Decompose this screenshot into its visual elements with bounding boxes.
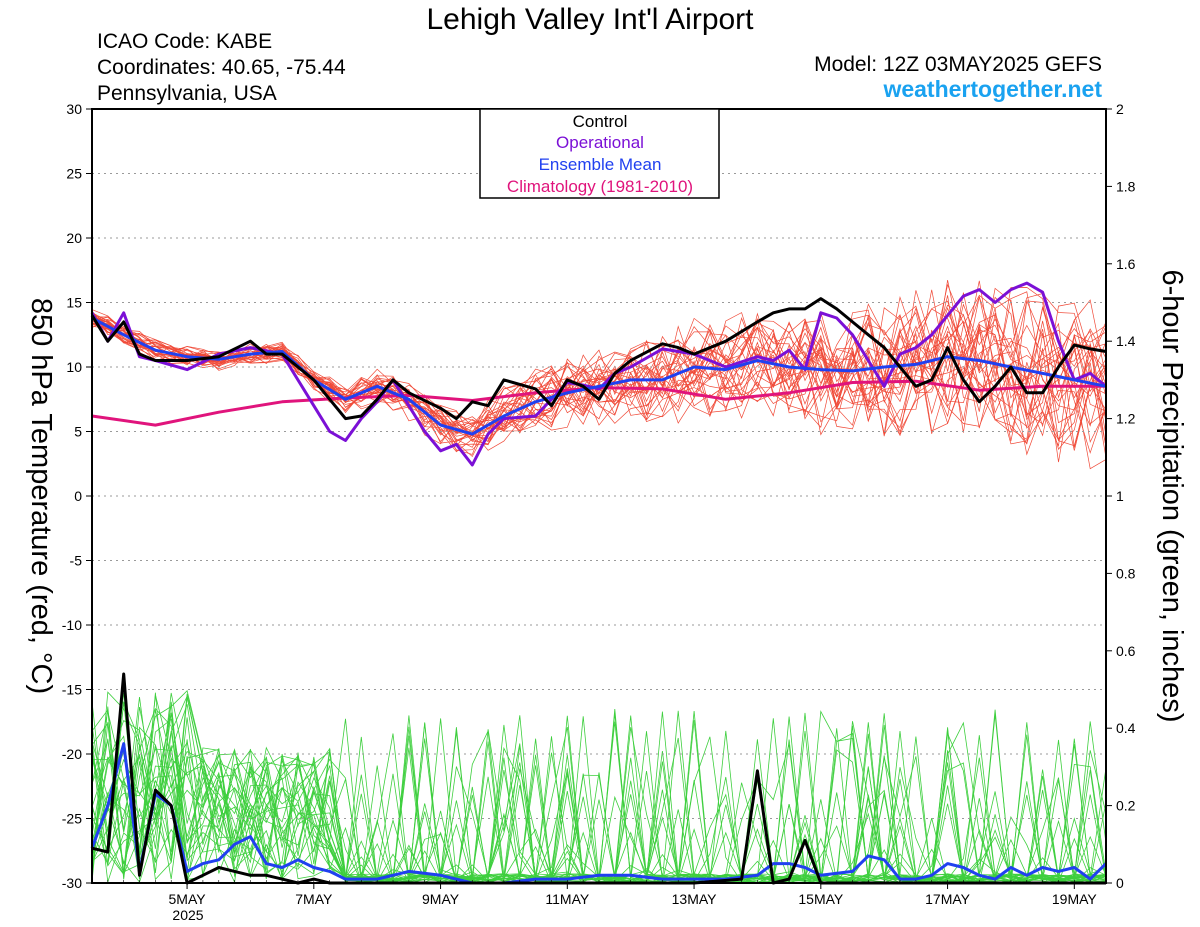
icao-code: ICAO Code: KABE: [97, 30, 272, 53]
legend-box: [479, 108, 720, 199]
y2-tick-label: 2: [1116, 101, 1124, 117]
temp-member-line: [91, 309, 1107, 445]
x-year-label: 2025: [172, 907, 203, 923]
y2-tick-label: 0.2: [1116, 798, 1136, 814]
x-tick-label: 13MAY: [672, 891, 718, 907]
legend-control: Control: [573, 112, 628, 131]
y-tick-label: -10: [62, 617, 82, 633]
x-tick-label: 9MAY: [422, 891, 460, 907]
coordinates: Coordinates: 40.65, -75.44: [97, 56, 346, 79]
x-tick-label: 17MAY: [925, 891, 971, 907]
y-tick-label: -30: [62, 875, 82, 891]
website-link[interactable]: weathertogether.net: [882, 76, 1102, 102]
y-tick-label: -5: [70, 553, 83, 569]
precip-member-line: [91, 693, 1107, 883]
temp-member-line: [91, 299, 1107, 451]
model-run: Model: 12Z 03MAY2025 GEFS: [814, 53, 1102, 76]
x-tick-label: 5MAY: [169, 891, 207, 907]
legend-ensemble-mean: Ensemble Mean: [539, 155, 662, 174]
ensemble-mean-precip-line: [90, 742, 1108, 885]
operational-temp-line: [90, 281, 1107, 467]
control-temp-line: [90, 297, 1107, 421]
y2-tick-label: 0.4: [1116, 720, 1136, 736]
x-tick-label: 7MAY: [295, 891, 333, 907]
y2-tick-label: 0: [1116, 875, 1124, 891]
temp-member-line: [91, 291, 1107, 436]
y2-axis-label: 6-hour Precipitation (green, inches): [1156, 270, 1188, 723]
legend-operational: Operational: [556, 133, 644, 152]
x-tick-label: 15MAY: [798, 891, 844, 907]
y2-tick-label: 1.4: [1116, 333, 1136, 349]
region: Pennsylvania, USA: [97, 82, 277, 105]
axes: -30 -25 -20 -15 -10 -5 0 5 10 15 20 25 30 0 0.2 0.4 0.6 0…: [62, 101, 1136, 907]
y2-tick-label: 0.6: [1116, 643, 1136, 659]
y2-tick-label: 0.8: [1116, 565, 1136, 581]
grid: [92, 173, 1106, 819]
y-tick-label: 10: [66, 359, 82, 375]
legend-climatology: Climatology (1981-2010): [507, 177, 693, 196]
x-tick-label: 11MAY: [545, 891, 589, 907]
y-axis-label: 850 hPa Temperature (red, °C): [25, 298, 57, 694]
y-tick-label: -20: [62, 746, 82, 762]
y-tick-label: 25: [66, 166, 82, 182]
chart-title: Lehigh Valley Int'l Airport: [426, 3, 754, 36]
y2-tick-label: 1.6: [1116, 256, 1136, 272]
ensemble-mean-temp-line: [91, 316, 1107, 436]
y-tick-label: 5: [74, 424, 82, 440]
temp-member-line: [91, 313, 1107, 451]
y-tick-label: 15: [66, 295, 82, 311]
member-lines: [91, 280, 1107, 885]
y-tick-label: -15: [62, 682, 82, 698]
legend: Control Operational Ensemble Mean Climat…: [479, 108, 720, 199]
y2-tick-label: 1.2: [1116, 411, 1136, 427]
y2-tick-label: 1.8: [1116, 178, 1136, 194]
y-tick-label: 30: [66, 101, 82, 117]
y-tick-label: 0: [74, 488, 82, 504]
plot-frame: [91, 108, 1107, 884]
y-tick-label: 20: [66, 230, 82, 246]
control-precip-line: [91, 672, 1106, 885]
x-tick-label: 19MAY: [1052, 891, 1098, 907]
temp-member-line: [91, 289, 1107, 470]
y-tick-label: -25: [62, 811, 82, 827]
y2-tick-label: 1: [1116, 488, 1124, 504]
